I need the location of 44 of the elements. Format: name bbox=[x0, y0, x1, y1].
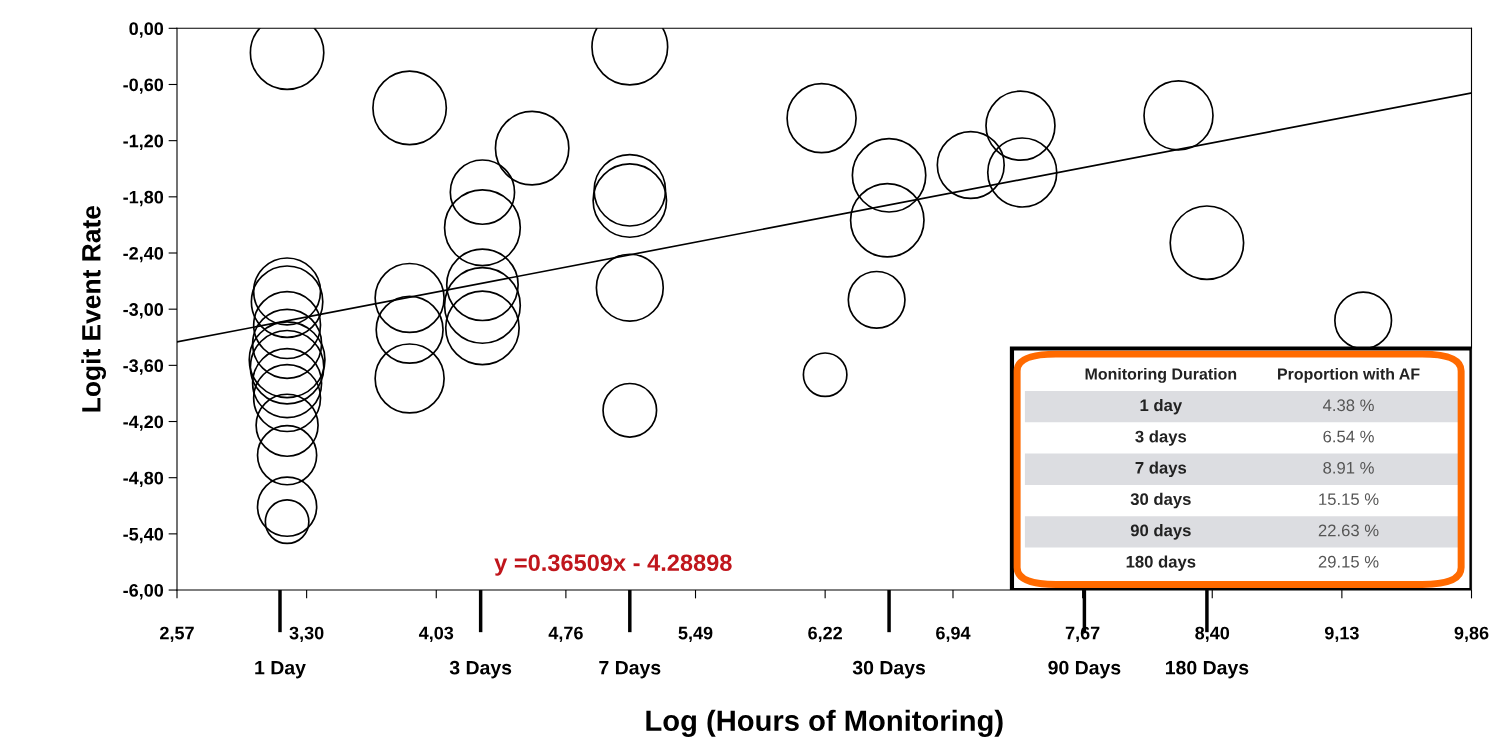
annotation: 8.91 % bbox=[1323, 461, 1374, 474]
ref-line-label: 1 Day bbox=[255, 660, 306, 679]
annotation: 29.15 % bbox=[1318, 555, 1379, 568]
ref-line-label: 7 Days bbox=[599, 660, 661, 679]
x-axis-title: Log (Hours of Monitoring) bbox=[646, 709, 1003, 737]
annotation: 15.15 % bbox=[1319, 493, 1379, 506]
x-tick-label: 8,40 bbox=[1195, 626, 1230, 643]
ref-line-label: 180 Days bbox=[1165, 660, 1249, 679]
x-tick-label: 5,49 bbox=[678, 626, 713, 643]
annotation: Proportion with AF bbox=[1278, 367, 1420, 383]
y-tick-label: 0,00 bbox=[129, 22, 164, 38]
ref-line-label: 3 Days bbox=[449, 660, 512, 679]
annotation: 22.63 % bbox=[1318, 524, 1379, 537]
annotation: 180 days bbox=[1126, 555, 1196, 571]
y-tick-label: -1,80 bbox=[123, 190, 164, 207]
y-tick-label: -6,00 bbox=[123, 583, 164, 600]
y-axis-title: Logit Event Rate bbox=[81, 205, 106, 412]
annotation: 30 days bbox=[1130, 492, 1191, 509]
y-tick-label: -1,20 bbox=[123, 134, 164, 150]
x-tick-label: 4,03 bbox=[418, 626, 454, 643]
y-tick-label: -4,20 bbox=[123, 415, 164, 431]
y-tick-label: -2,40 bbox=[123, 246, 164, 263]
x-tick-label: 4,76 bbox=[548, 626, 583, 643]
annotation: 3 days bbox=[1135, 430, 1187, 446]
annotation: 7 days bbox=[1135, 461, 1187, 478]
x-tick-label: 9,13 bbox=[1324, 626, 1359, 643]
y-tick-label: -3,00 bbox=[123, 303, 164, 319]
x-tick-label: 6,22 bbox=[808, 626, 842, 643]
annotation: y =0.36509x - 4.28898 bbox=[494, 554, 732, 576]
ref-line-label: 30 Days bbox=[852, 660, 926, 679]
x-tick-label: 2,57 bbox=[160, 626, 194, 643]
ref-line-label: 90 Days bbox=[1048, 660, 1121, 679]
y-tick-label: -3,60 bbox=[123, 359, 164, 375]
x-tick-label: 3,30 bbox=[289, 626, 324, 643]
annotation: 4.38 % bbox=[1322, 399, 1374, 412]
annotation: 6.54 % bbox=[1323, 430, 1374, 443]
x-tick-label: 9,86 bbox=[1454, 626, 1489, 643]
annotation: Monitoring Duration bbox=[1085, 367, 1237, 383]
annotation: 90 days bbox=[1130, 524, 1191, 540]
y-tick-label: -0,60 bbox=[123, 78, 164, 94]
y-tick-label: -4,80 bbox=[123, 471, 164, 488]
x-tick-label: 6,94 bbox=[936, 626, 971, 643]
y-tick-label: -5,40 bbox=[123, 527, 164, 544]
annotation: 1 day bbox=[1140, 398, 1183, 415]
